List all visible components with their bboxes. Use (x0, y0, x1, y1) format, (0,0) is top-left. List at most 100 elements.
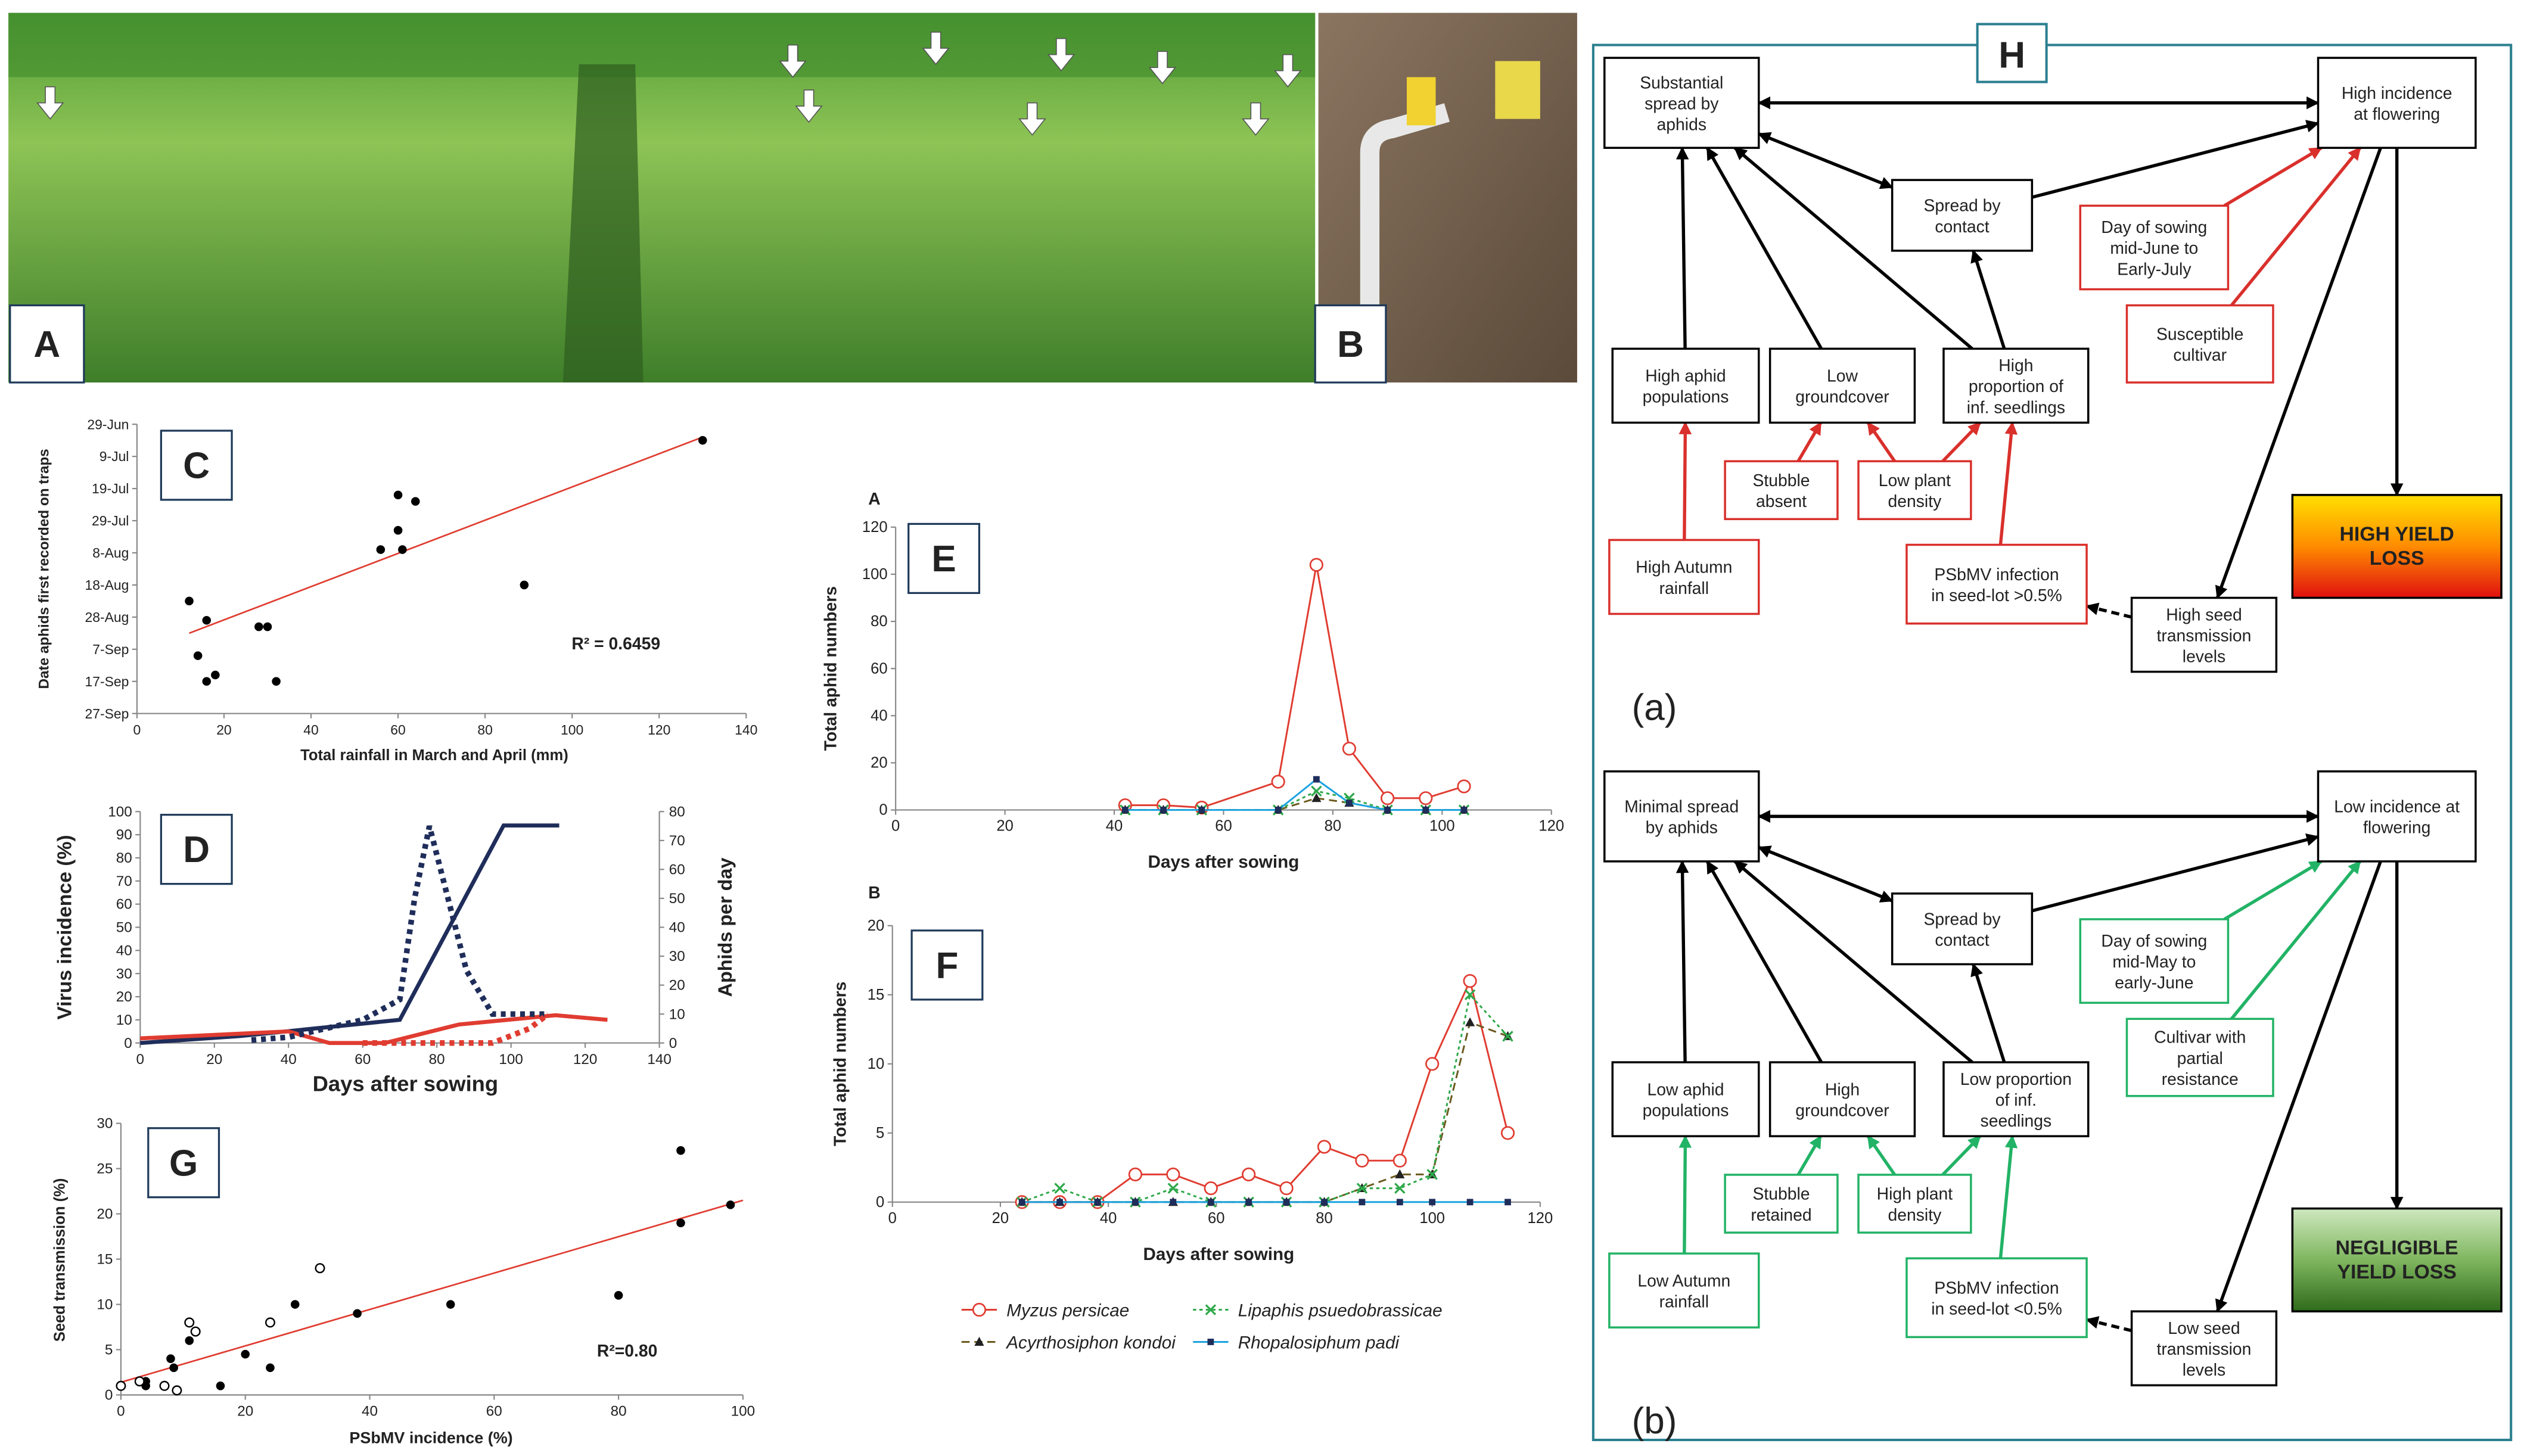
node-label: Day of sowing (2101, 932, 2207, 951)
node-label: early-June (2115, 973, 2193, 993)
diagram-node (1768, 1061, 1916, 1137)
panel-label: D (183, 829, 210, 870)
diagram-node (2079, 918, 2230, 1004)
y-tick-label: 9-Jul (100, 449, 129, 464)
field-track (562, 64, 644, 383)
node-label: density (1888, 492, 1942, 511)
node-label: Stubble (1752, 471, 1810, 490)
node-label: in seed-lot <0.5% (1931, 1300, 2062, 1319)
diagram-edge (1676, 860, 1689, 1063)
node-label: partial (2177, 1049, 2223, 1068)
data-point (1426, 1169, 1438, 1180)
y-tick-label: 100 (108, 804, 132, 820)
y-axis-label: Seed transmission (%) (52, 1178, 69, 1342)
data-point (393, 490, 403, 500)
data-point (1359, 1199, 1366, 1206)
x-tick-label: 100 (499, 1051, 523, 1068)
diagram-edge (2085, 1316, 2133, 1333)
y2-tick-label: 50 (669, 891, 685, 907)
node-label: contact (1935, 931, 1989, 950)
diagram-node (1603, 770, 1760, 863)
diagram-node (1891, 179, 2034, 252)
node-label: resistance (2162, 1070, 2239, 1089)
node-label: HIGH YIELD (2340, 523, 2454, 546)
x-axis-label: Days after sowing (1148, 853, 1300, 872)
x-tick-label: 140 (647, 1051, 671, 1068)
data-point (1054, 1183, 1065, 1194)
data-point (376, 545, 386, 554)
y-tick-label: 18-Aug (85, 577, 129, 593)
data-point (1271, 774, 1285, 789)
x-tick-label: 60 (1208, 1210, 1225, 1227)
y2-tick-label: 40 (669, 920, 685, 936)
series-line (1125, 797, 1465, 811)
y2-tick-label: 10 (669, 1006, 685, 1022)
diagram-node (1611, 347, 1760, 424)
y-tick-label: 20 (868, 917, 885, 934)
diagram-edge (2230, 147, 2362, 307)
diagram-edge (1733, 147, 1973, 350)
x-tick-label: 0 (117, 1404, 125, 1420)
data-point (1283, 1199, 1290, 1206)
x-tick-label: 120 (648, 722, 670, 738)
y-tick-label: 8-Aug (92, 545, 129, 561)
diagram-edge (2085, 602, 2133, 619)
diagram-node (1857, 1174, 1972, 1234)
y-tick-label: 0 (105, 1387, 113, 1404)
data-point (159, 1380, 170, 1391)
diagram-edge (1733, 860, 1973, 1064)
panel-label-box (910, 929, 984, 1001)
x-tick-label: 100 (561, 722, 583, 738)
series-line (140, 823, 559, 1046)
node-label: transmission (2157, 1340, 2252, 1359)
y-axis-label: Total aphid numbers (831, 982, 850, 1146)
x-tick-label: 120 (1538, 818, 1564, 835)
data-point (676, 1146, 685, 1155)
data-point (202, 615, 212, 625)
data-point (1204, 1181, 1218, 1196)
data-point (185, 1336, 194, 1345)
legend-label: Lipaphis psuedobrassicae (1238, 1301, 1443, 1320)
data-point (411, 497, 420, 506)
x-tick-label: 0 (133, 722, 141, 738)
data-point (202, 677, 212, 686)
data-point (166, 1354, 175, 1363)
node-label: High Autumn (1636, 558, 1732, 577)
diagram-node (1905, 1257, 2088, 1339)
node-label: Cultivar with (2154, 1028, 2246, 1047)
x-tick-label: 20 (996, 818, 1014, 835)
data-point (1394, 1183, 1406, 1194)
node-label: High (1825, 1080, 1860, 1099)
node-label: YIELD LOSS (2337, 1261, 2456, 1283)
x-tick-label: 20 (992, 1210, 1009, 1227)
x-tick-label: 20 (206, 1051, 222, 1068)
y2-tick-label: 20 (669, 978, 685, 994)
y-tick-label: 17-Sep (85, 674, 129, 689)
data-point (1346, 799, 1353, 807)
diagram-node (2130, 1310, 2278, 1387)
x-tick-label: 60 (390, 722, 405, 738)
legend-marker (1205, 1304, 1217, 1315)
x-tick-label: 120 (573, 1051, 598, 1068)
data-point (1167, 1183, 1179, 1194)
panel-label: F (936, 945, 959, 986)
y-tick-label: 70 (116, 873, 132, 889)
trendline (120, 1199, 744, 1383)
panel-label: E (931, 539, 956, 580)
y-tick-label: 0 (876, 1194, 884, 1211)
data-point (1279, 1181, 1294, 1196)
panel-label: B (1337, 324, 1364, 365)
node-label: Low aphid (1647, 1080, 1724, 1099)
data-point (520, 580, 529, 590)
node-label: seedlings (1981, 1112, 2052, 1131)
y2-axis-label: Aphids per day (714, 858, 736, 997)
y-tick-label: 20 (871, 755, 888, 771)
node-label: PSbMV infection (1934, 565, 2059, 584)
node-label: spread by (1645, 94, 1719, 113)
diagram-edge (1866, 1135, 1897, 1176)
y-tick-label: 90 (116, 827, 132, 843)
x-tick-label: 100 (1429, 818, 1455, 835)
data-point (1313, 776, 1320, 783)
diagram-node (1603, 57, 1760, 149)
